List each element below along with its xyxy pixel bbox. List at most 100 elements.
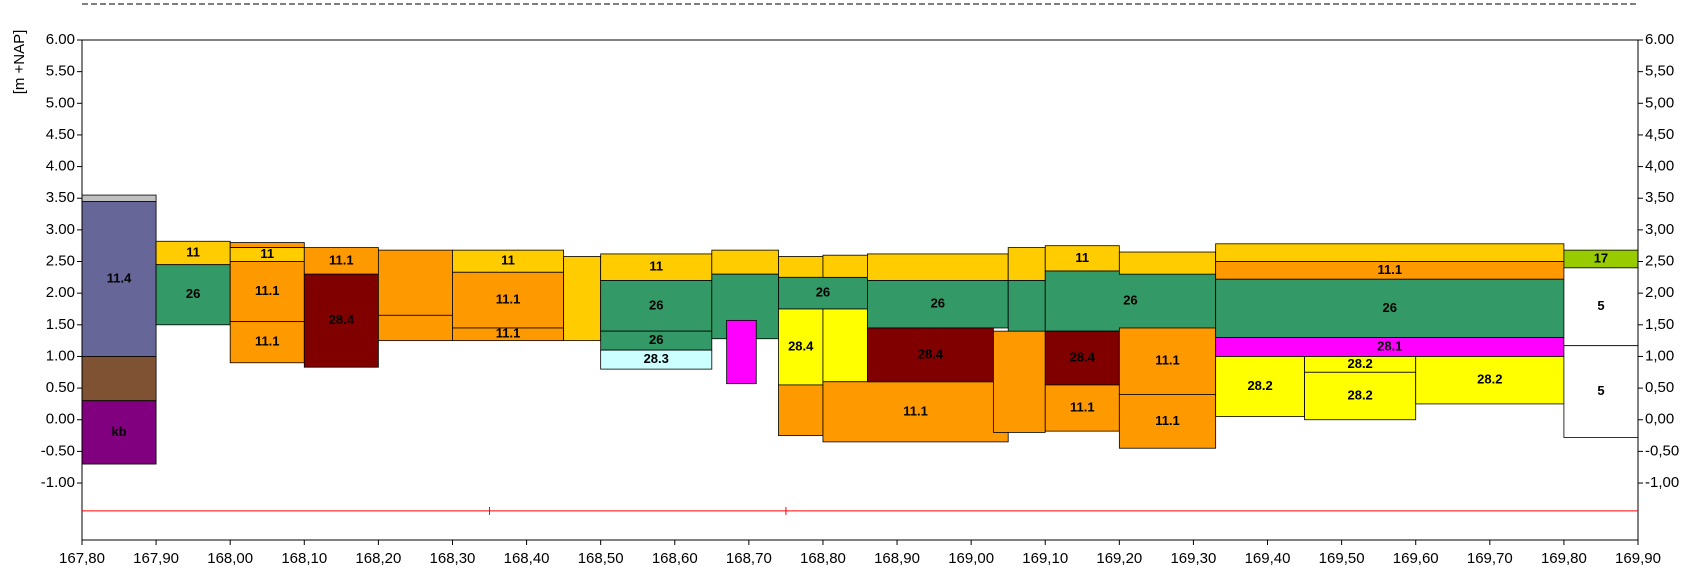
y2-tick-label: 1,50 (1645, 316, 1674, 333)
layer-label: 28.2 (1347, 356, 1372, 371)
layer (822, 308, 868, 383)
layer-label: 11 (1075, 250, 1089, 265)
layer-label: 5 (1597, 383, 1604, 398)
x-tick-label: 169,30 (1170, 550, 1216, 567)
layer (452, 271, 565, 329)
layer-label: 11 (260, 246, 274, 261)
x-tick-label: 168,60 (652, 550, 698, 567)
layer-label: 11.1 (329, 252, 354, 267)
y2-tick-label: -1,00 (1645, 474, 1679, 491)
y-tick-label: 2.50 (46, 252, 75, 269)
y2-tick-label: 2,00 (1645, 284, 1674, 301)
y2-tick-label: 0,50 (1645, 379, 1674, 396)
layer (1118, 327, 1217, 395)
y2-tick-label: 3,50 (1645, 189, 1674, 206)
y-tick-label: 0.00 (46, 411, 75, 428)
layer-label: 5 (1597, 298, 1604, 313)
y-tick-label: 1.50 (46, 316, 75, 333)
layer-label: 26 (1383, 300, 1397, 315)
layer-label: 11.1 (1377, 262, 1402, 277)
layer (1007, 247, 1046, 281)
layer-label: 11.1 (496, 292, 521, 307)
y2-tick-label: 4,50 (1645, 126, 1674, 143)
layer (1304, 371, 1417, 421)
layer-label: 28.4 (788, 338, 814, 353)
layer (822, 254, 868, 278)
layer-label: 28.2 (1247, 378, 1272, 393)
layer-label: 11 (649, 259, 663, 274)
layer (1044, 270, 1217, 332)
layer (1215, 356, 1305, 417)
layer (778, 276, 868, 310)
layer (726, 319, 757, 385)
layer (81, 200, 157, 357)
layer-label: 28.3 (644, 351, 669, 366)
layer-label: 28.4 (918, 346, 944, 361)
y-tick-label: -1.00 (41, 474, 75, 491)
y-tick-label: 4.50 (46, 126, 75, 143)
y-tick-label: 1.00 (46, 347, 75, 364)
layer (600, 349, 713, 370)
y2-tick-label: -0,50 (1645, 442, 1679, 459)
x-tick-label: 168,80 (800, 550, 846, 567)
layer (1007, 280, 1046, 332)
x-tick-label: 168,30 (430, 550, 476, 567)
layer-label: 17 (1594, 250, 1608, 265)
layer-label: 11.1 (1155, 413, 1180, 428)
layer (81, 400, 157, 465)
layer-label: 11.1 (496, 326, 521, 341)
layer (155, 264, 231, 326)
layer (778, 308, 824, 386)
layer (1044, 384, 1120, 432)
layer (822, 381, 1009, 443)
layer (377, 249, 453, 316)
layer-label: 26 (816, 285, 830, 300)
y-tick-label: 4.00 (46, 158, 75, 175)
y-tick-label: 6.00 (46, 31, 75, 48)
layer (1215, 243, 1565, 262)
y2-tick-label: 0,00 (1645, 411, 1674, 428)
x-tick-label: 169,10 (1022, 550, 1068, 567)
y-tick-label: 3.50 (46, 189, 75, 206)
layer (1215, 278, 1565, 338)
y-tick-label: 5.00 (46, 94, 75, 111)
layer-label: 28.4 (1070, 349, 1096, 364)
layer-label: 11 (186, 244, 200, 259)
layer-label: 28.1 (1377, 338, 1402, 353)
layer-label: 11.1 (1155, 353, 1180, 368)
layer (81, 356, 157, 402)
layer (229, 321, 305, 364)
layer-label: 28.4 (329, 312, 355, 327)
layer-label: 26 (649, 297, 663, 312)
layer-label: 11.1 (255, 334, 280, 349)
layer (600, 253, 713, 281)
x-tick-label: 167,80 (59, 550, 105, 567)
layer-label: 26 (186, 286, 200, 301)
layer (711, 249, 779, 275)
x-tick-label: 168,70 (726, 550, 772, 567)
layer (563, 256, 602, 342)
layer (778, 256, 824, 278)
x-tick-label: 168,40 (504, 550, 550, 567)
layer (229, 261, 305, 323)
y2-tick-label: 1,00 (1645, 347, 1674, 364)
x-tick-label: 168,10 (281, 550, 327, 567)
y-tick-label: 3.00 (46, 221, 75, 238)
layer (1044, 330, 1120, 386)
plot-frame (81, 39, 1639, 541)
layer (867, 327, 994, 383)
y-tick-label: 2.00 (46, 284, 75, 301)
layer-label: 11.4 (107, 270, 132, 285)
y2-tick-label: 5,00 (1645, 94, 1674, 111)
y-axis-label: [m +NAP] (11, 30, 28, 95)
layer-label: 28.2 (1477, 372, 1502, 387)
layer-label: 28.2 (1347, 387, 1372, 402)
layer (1118, 394, 1217, 449)
x-tick-label: 169,90 (1615, 550, 1661, 567)
y2-tick-label: 5,50 (1645, 63, 1674, 80)
layer-label: 11.1 (903, 403, 928, 418)
layer-label: 26 (649, 332, 663, 347)
y-tick-label: 0.50 (46, 379, 75, 396)
x-tick-label: 169,20 (1096, 550, 1142, 567)
y2-tick-label: 6.00 (1645, 31, 1674, 48)
